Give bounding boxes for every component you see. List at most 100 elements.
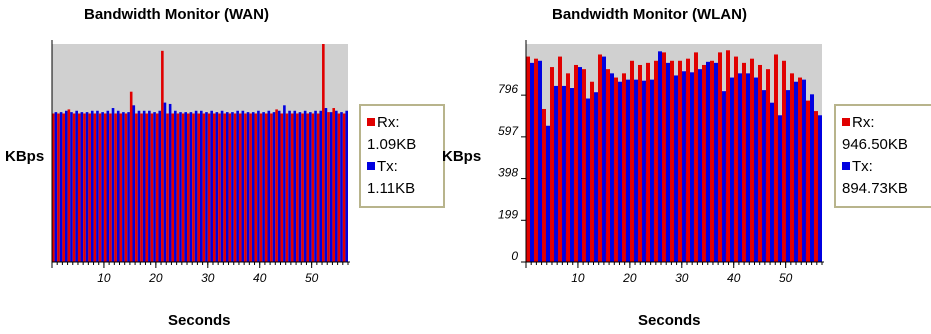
rx-bar <box>614 77 618 263</box>
rx-bar <box>67 109 71 263</box>
rx-bar <box>311 113 315 262</box>
y-tick-label: 398 <box>498 166 518 180</box>
tx-bar <box>530 62 534 262</box>
tx-bar <box>64 110 68 262</box>
tx-bar <box>137 110 141 262</box>
rx-bar <box>774 54 778 262</box>
rx-bar <box>337 113 341 262</box>
x-tick-label: 30 <box>675 271 689 285</box>
tx-bar <box>59 112 63 262</box>
rx-bar <box>223 113 226 262</box>
rx-bar <box>249 113 252 262</box>
x-tick-label: 10 <box>97 271 111 285</box>
rx-bar <box>202 113 206 262</box>
rx-bar <box>806 100 810 262</box>
wlan-plot: 10 20 30 40 50 0 199 398 597 796 <box>498 40 824 285</box>
rx-bar <box>694 52 698 262</box>
rx-bar <box>316 113 320 262</box>
tx-bar <box>770 102 774 262</box>
tx-bar <box>746 73 750 262</box>
wlan-legend-tx: Tx: <box>842 156 930 178</box>
rx-bar <box>119 113 123 262</box>
tx-bar <box>778 115 782 263</box>
rx-bar <box>187 113 190 262</box>
rx-bar <box>192 113 195 262</box>
tx-bar <box>802 79 806 262</box>
rx-bar <box>155 113 159 262</box>
rx-bar <box>114 113 117 262</box>
tx-bar <box>818 115 822 263</box>
tx-bar <box>634 79 638 262</box>
wlan-legend-rx-value: 946.50KB <box>842 136 908 153</box>
tx-bar <box>251 112 255 262</box>
rx-bar <box>98 113 102 262</box>
rx-bar <box>218 113 221 262</box>
rx-bar <box>327 112 330 262</box>
tx-bar <box>666 62 670 262</box>
tx-bar <box>586 98 590 262</box>
wlan-legend-rx: Rx: <box>842 112 930 134</box>
wan-y-axis-label: KBps <box>5 148 45 165</box>
rx-bar <box>598 54 602 262</box>
rx-bar <box>710 60 714 263</box>
tx-bar <box>618 81 622 262</box>
rx-bar <box>590 81 594 262</box>
rx-bar <box>129 91 133 262</box>
tx-bar <box>70 112 73 262</box>
x-tick-label: 10 <box>571 271 585 285</box>
tx-bar <box>554 85 558 262</box>
rx-bar <box>72 113 76 262</box>
tx-bar <box>722 91 726 263</box>
tx-bar <box>267 110 271 262</box>
tx-bar <box>345 110 348 262</box>
x-tick-label: 20 <box>622 271 637 285</box>
rx-bar <box>259 113 263 262</box>
tx-bar <box>288 110 291 262</box>
rx-bar <box>662 52 666 262</box>
tx-bar <box>127 112 130 262</box>
tx-bar <box>80 112 84 262</box>
tx-bar <box>220 110 224 262</box>
tx-bar <box>324 108 328 262</box>
tx-bar <box>194 110 198 262</box>
tx-bar <box>283 105 286 262</box>
y-tick-label: 597 <box>498 124 519 138</box>
tx-bar <box>658 51 662 262</box>
rx-bar <box>140 113 143 262</box>
rx-bar <box>766 69 770 263</box>
wlan-legend: Rx: 946.50KB Tx: 894.73KB <box>834 104 931 208</box>
tx-swatch <box>842 162 850 170</box>
rx-bar <box>161 50 164 262</box>
rx-bar <box>566 73 570 262</box>
rx-bar <box>742 62 746 262</box>
rx-bar <box>638 64 642 262</box>
x-tick-label: 20 <box>148 271 163 285</box>
rx-bar <box>264 113 268 262</box>
rx-bar <box>93 113 97 262</box>
rx-bar <box>238 113 242 262</box>
rx-bar <box>322 44 325 262</box>
rx-bar <box>275 109 278 263</box>
rx-bar <box>306 113 310 262</box>
wan-chart-title: Bandwidth Monitor (WAN) <box>84 6 269 23</box>
rx-bar <box>244 113 247 262</box>
tx-bar <box>111 108 115 262</box>
tx-bar <box>578 67 582 262</box>
rx-bar <box>646 62 650 262</box>
tx-bar <box>786 90 790 262</box>
tx-bar <box>738 73 742 262</box>
tx-bar <box>650 79 654 262</box>
rx-bar <box>702 64 706 262</box>
wan-legend-tx-label: Tx: <box>377 158 398 175</box>
rx-bar <box>150 113 154 262</box>
rx-bar <box>145 113 149 262</box>
tx-bar <box>610 73 614 262</box>
tx-bar <box>163 102 167 263</box>
rx-bar <box>622 73 626 262</box>
tx-bar <box>698 69 702 263</box>
tx-bar <box>335 110 338 262</box>
tx-bar <box>538 60 542 263</box>
rx-bar <box>734 56 738 263</box>
